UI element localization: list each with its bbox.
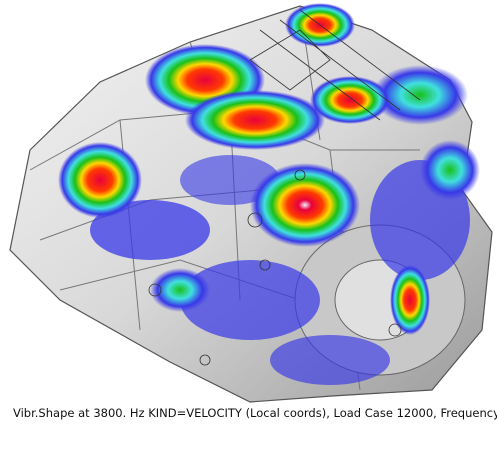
caption: Vibr.Shape at 3800. Hz KIND=VELOCITY (Lo… [13, 406, 497, 420]
render-view: Vibr.Shape at 3800. Hz KIND=VELOCITY (Lo… [0, 0, 497, 453]
page: Vibr.Shape at 3800. Hz KIND=VELOCITY (Lo… [0, 0, 497, 453]
